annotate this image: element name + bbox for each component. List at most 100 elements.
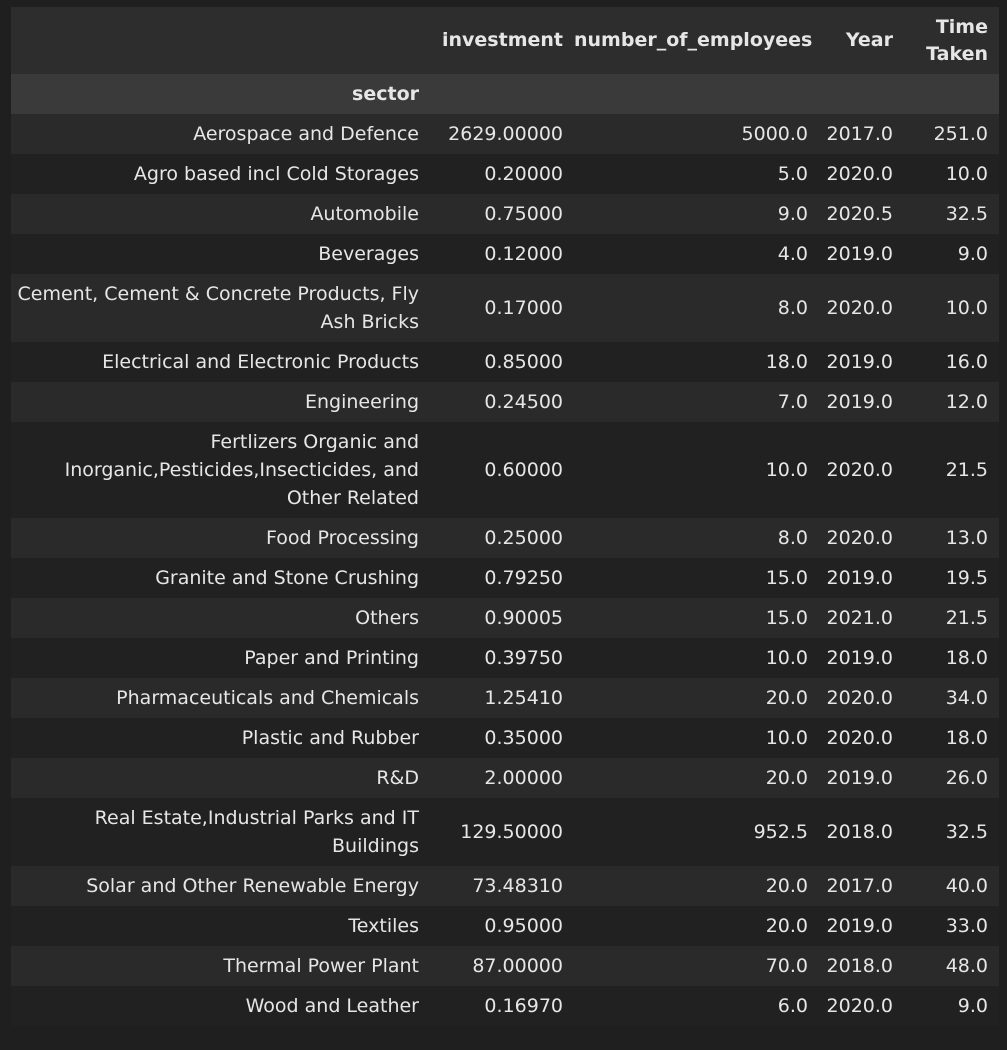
year-cell: 2019.0 (826, 915, 893, 937)
year-cell: 2020.0 (826, 297, 893, 319)
investment-cell: 0.17000 (484, 297, 563, 319)
sector-label: R&D (376, 767, 419, 789)
investment-cell: 2.00000 (484, 767, 563, 789)
employees-cell: 20.0 (765, 687, 808, 709)
time-taken-cell: 48.0 (945, 955, 988, 977)
index-blank (429, 74, 574, 114)
table-row: Agro based incl Cold Storages 0.20000 5.0 2… (11, 154, 999, 194)
year-cell: 2019.0 (826, 567, 893, 589)
time-taken-cell: 21.5 (945, 459, 988, 481)
time-taken-cell: 13.0 (945, 527, 988, 549)
index-blank (574, 74, 819, 114)
year-cell: 2020.0 (826, 995, 893, 1017)
time-taken-line2: Taken (926, 42, 988, 65)
index-name-row: sector (11, 74, 999, 114)
table-row: Food Processing 0.25000 8.0 2020.0 13.0 (11, 518, 999, 558)
year-cell: 2019.0 (826, 647, 893, 669)
year-cell: 2021.0 (826, 607, 893, 629)
time-taken-cell: 34.0 (945, 687, 988, 709)
table-row: Solar and Other Renewable Energy 73.48310… (11, 866, 999, 906)
sector-label: Wood and Leather (245, 995, 419, 1017)
year-cell: 2020.5 (826, 203, 893, 225)
year-cell: 2019.0 (826, 767, 893, 789)
employees-cell: 5.0 (777, 163, 808, 185)
employees-cell: 15.0 (765, 607, 808, 629)
year-cell: 2017.0 (826, 123, 893, 145)
investment-cell: 0.90005 (484, 607, 563, 629)
employees-cell: 9.0 (777, 203, 808, 225)
sector-label: Electrical and Electronic Products (102, 351, 419, 373)
column-header-row: investment number_of_employees Year Time… (11, 7, 999, 74)
sector-label: Textiles (348, 915, 419, 937)
table-row: Others 0.90005 15.0 2021.0 21.5 (11, 598, 999, 638)
table-row: Engineering 0.24500 7.0 2019.0 12.0 (11, 382, 999, 422)
employees-cell: 6.0 (777, 995, 808, 1017)
sector-label: Engineering (305, 391, 419, 413)
employees-cell: 8.0 (777, 297, 808, 319)
year-cell: 2017.0 (826, 875, 893, 897)
employees-cell: 4.0 (777, 243, 808, 265)
table-row: Real Estate,Industrial Parks and IT Buil… (11, 798, 999, 866)
time-taken-cell: 19.5 (945, 567, 988, 589)
year-cell: 2018.0 (826, 955, 893, 977)
investment-cell: 0.60000 (484, 459, 563, 481)
sector-label: Paper and Printing (244, 647, 419, 669)
employees-cell: 20.0 (765, 915, 808, 937)
sector-label: Beverages (318, 243, 419, 265)
investment-cell: 129.50000 (460, 821, 563, 843)
time-taken-cell: 251.0 (933, 123, 988, 145)
sector-label: Others (355, 607, 419, 629)
year-cell: 2020.0 (826, 459, 893, 481)
table-row: Thermal Power Plant 87.00000 70.0 2018.0 48.… (11, 946, 999, 986)
time-taken-cell: 10.0 (945, 297, 988, 319)
year-cell: 2019.0 (826, 391, 893, 413)
employees-cell: 8.0 (777, 527, 808, 549)
employees-cell: 20.0 (765, 767, 808, 789)
time-taken-cell: 18.0 (945, 647, 988, 669)
table-row: Aerospace and Defence 2629.00000 5000.0 201… (11, 114, 999, 154)
time-taken-cell: 12.0 (945, 391, 988, 413)
investment-cell: 0.16970 (484, 995, 563, 1017)
employees-cell: 952.5 (753, 821, 808, 843)
employees-cell: 10.0 (765, 459, 808, 481)
column-header-year: Year (845, 29, 893, 51)
employees-cell: 18.0 (765, 351, 808, 373)
investment-cell: 1.25410 (484, 687, 563, 709)
sector-label: Fertlizers Organic and Inorganic,Pestici… (64, 431, 419, 509)
time-taken-cell: 9.0 (957, 243, 988, 265)
employees-cell: 5000.0 (741, 123, 808, 145)
time-taken-cell: 16.0 (945, 351, 988, 373)
investment-cell: 0.95000 (484, 915, 563, 937)
sector-label: Real Estate,Industrial Parks and IT Buil… (94, 807, 419, 857)
table-row: Beverages 0.12000 4.0 2019.0 9.0 (11, 234, 999, 274)
investment-cell: 0.39750 (484, 647, 563, 669)
sector-label: Thermal Power Plant (223, 955, 419, 977)
time-taken-cell: 18.0 (945, 727, 988, 749)
column-header-investment: investment (442, 29, 563, 51)
year-cell: 2018.0 (826, 821, 893, 843)
index-name-sector: sector (352, 83, 419, 105)
sector-label: Food Processing (265, 527, 419, 549)
time-taken-cell: 32.5 (945, 203, 988, 225)
time-taken-line1: Time (935, 15, 988, 38)
investment-cell: 0.25000 (484, 527, 563, 549)
time-taken-cell: 26.0 (945, 767, 988, 789)
investment-cell: 87.00000 (472, 955, 563, 977)
employees-cell: 10.0 (765, 647, 808, 669)
investment-cell: 0.75000 (484, 203, 563, 225)
column-header-number-of-employees: number_of_employees (574, 29, 813, 51)
table-row: Granite and Stone Crushing 0.79250 15.0 201… (11, 558, 999, 598)
time-taken-cell: 32.5 (945, 821, 988, 843)
table-row: Cement, Cement & Concrete Products, Fly … (11, 274, 999, 342)
time-taken-cell: 40.0 (945, 875, 988, 897)
table-row: Fertlizers Organic and Inorganic,Pestici… (11, 422, 999, 518)
sector-label: Plastic and Rubber (241, 727, 419, 749)
employees-cell: 10.0 (765, 727, 808, 749)
employees-cell: 20.0 (765, 875, 808, 897)
investment-cell: 0.85000 (484, 351, 563, 373)
investment-cell: 0.12000 (484, 243, 563, 265)
year-cell: 2020.0 (826, 163, 893, 185)
sector-label: Pharmaceuticals and Chemicals (116, 687, 419, 709)
sector-label: Aerospace and Defence (193, 123, 419, 145)
time-taken-cell: 9.0 (957, 995, 988, 1017)
